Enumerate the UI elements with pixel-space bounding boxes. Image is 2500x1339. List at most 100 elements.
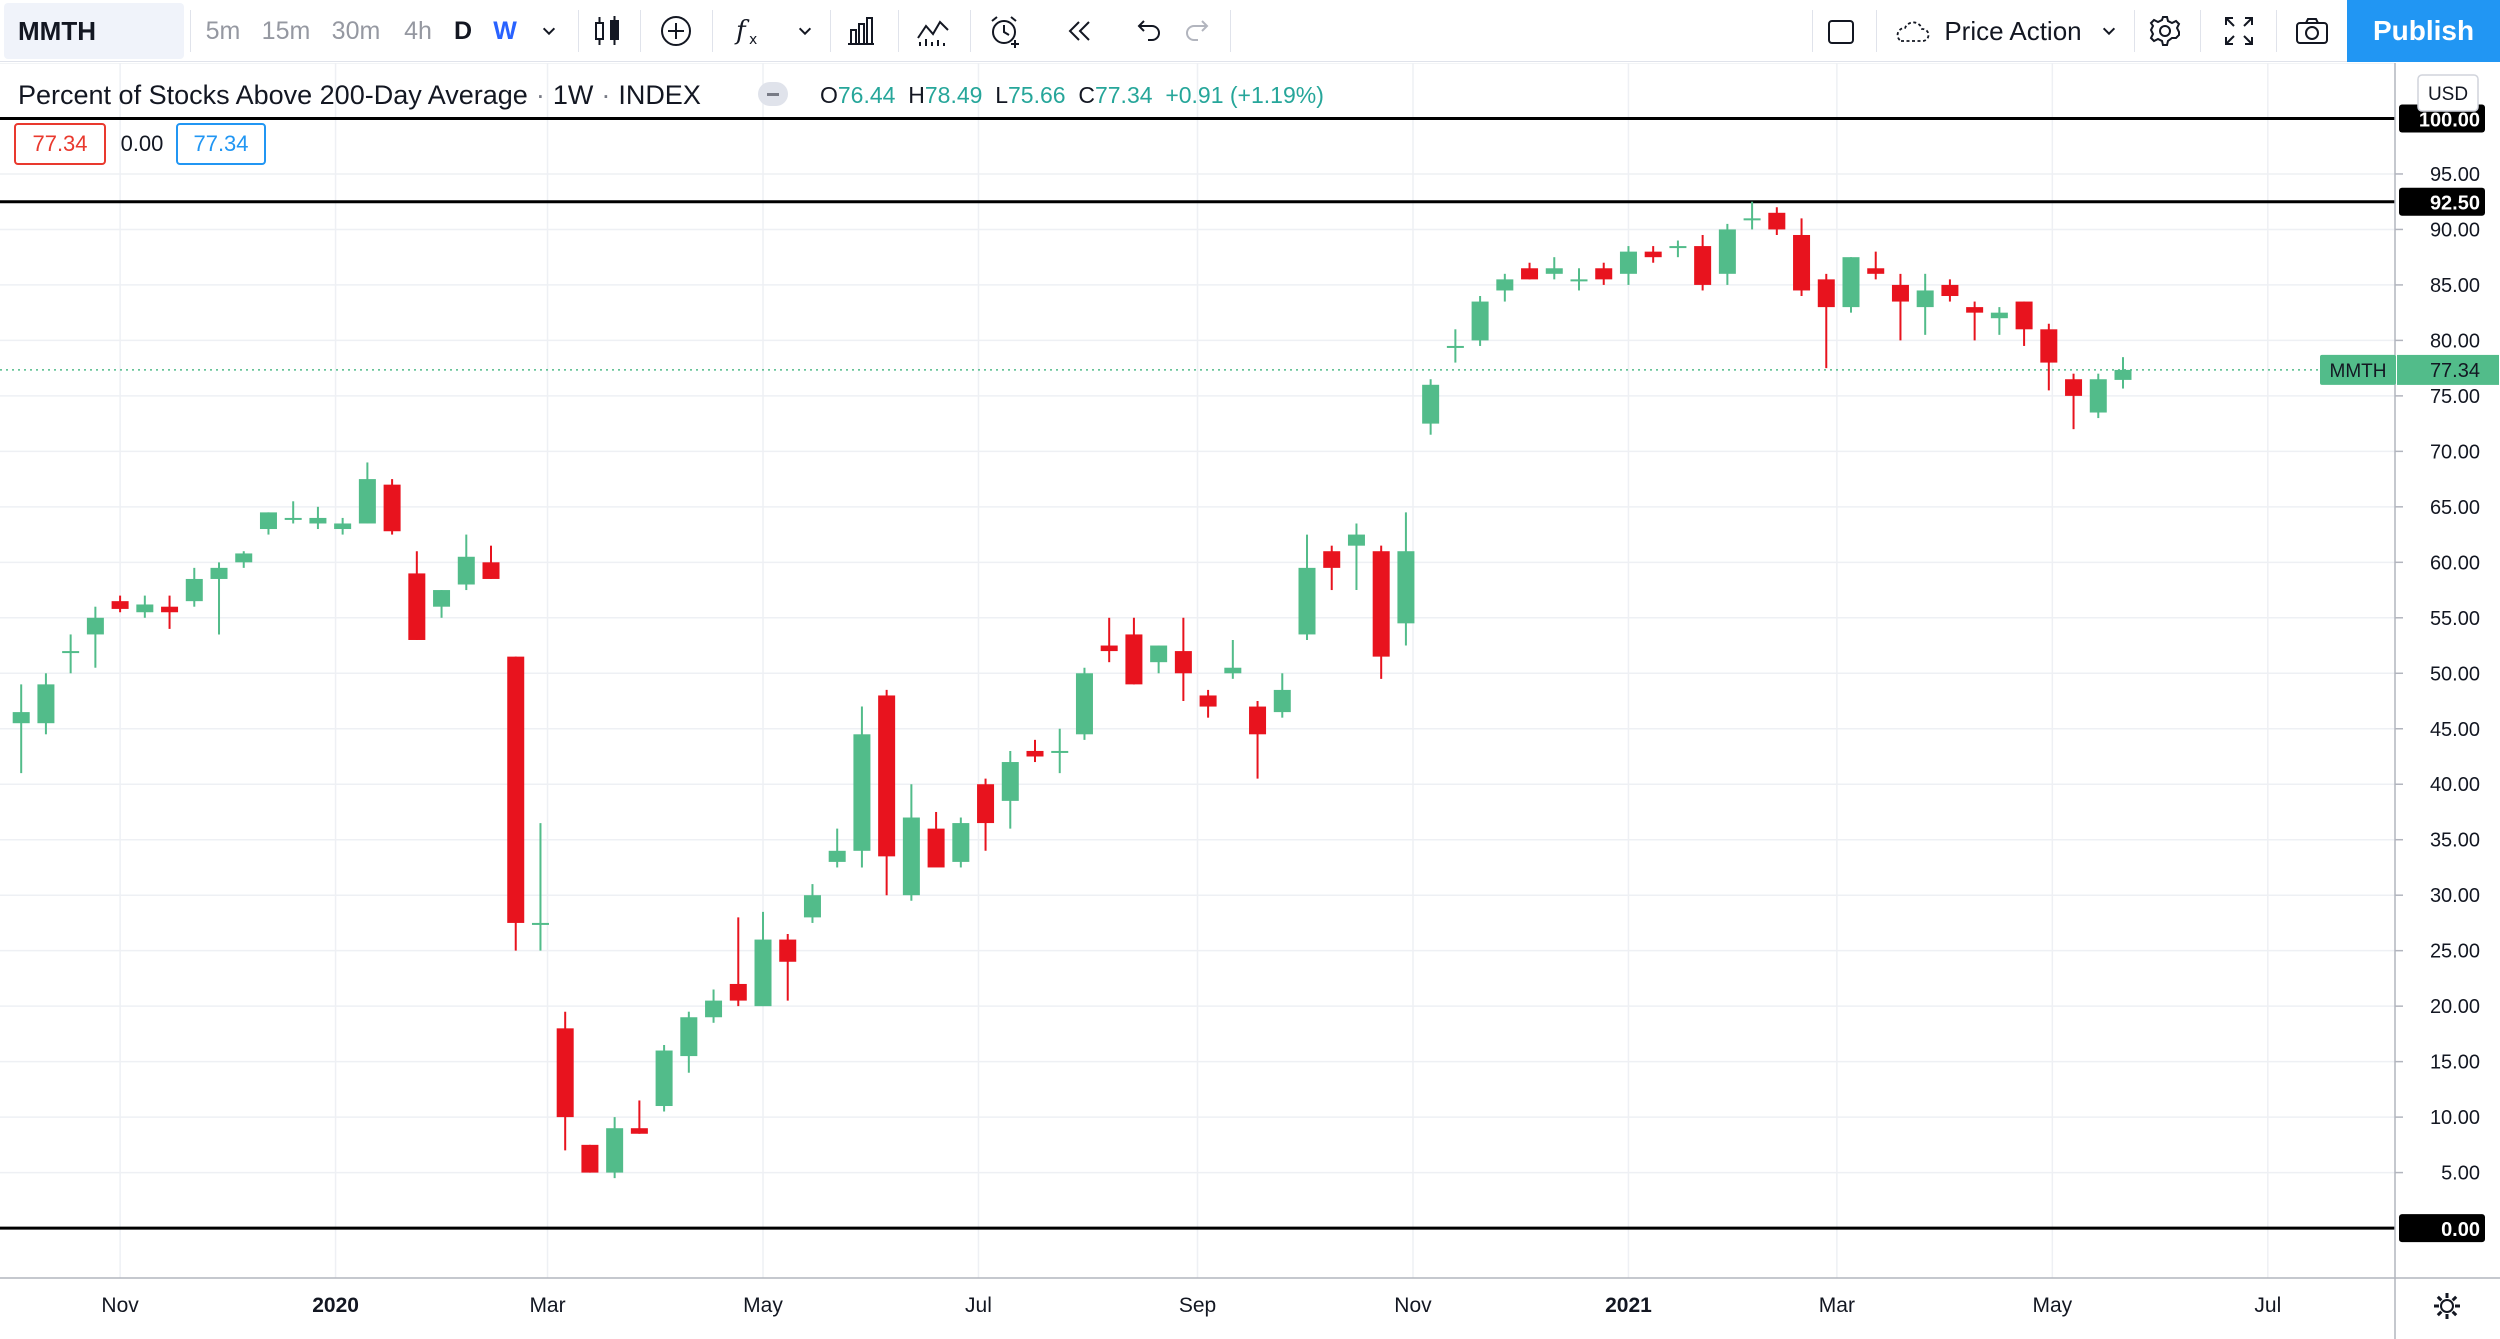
settings-icon[interactable] — [2142, 0, 2188, 62]
x-tick-label: May — [2033, 1294, 2073, 1317]
candle — [1422, 379, 1440, 435]
horizontal-lines — [0, 116, 2395, 1230]
candle-body — [1842, 257, 1860, 308]
interval-5m[interactable]: 5m — [205, 16, 241, 45]
candle — [828, 828, 846, 868]
candle — [1817, 273, 1835, 369]
chevron-down-icon[interactable] — [532, 0, 566, 62]
symbol-search[interactable]: MMTH — [4, 3, 184, 59]
candle — [927, 811, 945, 868]
add-circle-icon[interactable] — [655, 0, 697, 62]
undo-icon[interactable] — [1124, 0, 1170, 62]
change-value: +0.91 (+1.19%) — [1165, 82, 1324, 108]
candle-body — [1496, 279, 1514, 291]
candle-body — [1743, 218, 1761, 221]
candle — [1669, 240, 1687, 258]
high-label: H — [908, 82, 925, 108]
high-value: 78.49 — [924, 82, 983, 108]
value-box-open[interactable]: 77.34 — [14, 123, 106, 165]
x-tick-label: Mar — [529, 1294, 565, 1317]
chevron-down-icon[interactable] — [2092, 0, 2126, 62]
alert-icon[interactable] — [982, 0, 1028, 62]
y-tick-label: 80.00 — [2430, 330, 2480, 352]
horizontal-line-label: 0.00 — [2441, 1219, 2480, 1241]
candle-body — [1916, 290, 1934, 308]
candle — [1496, 273, 1514, 302]
interval-d[interactable]: D — [453, 16, 473, 45]
candle — [1916, 273, 1934, 335]
candle — [1694, 234, 1712, 291]
candle-body — [1372, 551, 1390, 657]
candle — [1150, 645, 1168, 674]
interval-w[interactable]: W — [493, 16, 517, 45]
candle — [1051, 728, 1069, 774]
candle-body — [1100, 645, 1118, 652]
candle — [1298, 534, 1316, 640]
candle-body — [853, 734, 871, 851]
interval-30m[interactable]: 30m — [331, 16, 381, 45]
candle-body — [1026, 750, 1044, 757]
financials-icon[interactable] — [838, 0, 884, 62]
horizontal-line-badge — [2399, 187, 2485, 216]
candle — [12, 684, 30, 774]
candle-body — [86, 617, 104, 635]
y-tick-label: 15.00 — [2430, 1052, 2480, 1074]
interval-15m[interactable]: 15m — [261, 16, 311, 45]
camera-icon[interactable] — [2286, 0, 2338, 62]
redo-icon[interactable] — [1176, 0, 1222, 62]
replay-icon[interactable] — [1056, 0, 1102, 62]
candle-body — [111, 601, 129, 609]
price-chart[interactable]: 5.00 10.00 15.00 20.00 25.00 30.00 35.00 40.00 4… — [0, 63, 2500, 1339]
chevron-down-icon[interactable] — [788, 0, 822, 62]
candle-body — [1644, 251, 1662, 258]
candles-layer — [12, 201, 2132, 1179]
y-tick-label: 65.00 — [2430, 497, 2480, 519]
candle-body — [1125, 634, 1143, 685]
layout-square-icon[interactable] — [1818, 0, 1864, 62]
candle — [1199, 689, 1217, 718]
candle — [1471, 296, 1489, 346]
candle — [556, 1011, 574, 1151]
candle-body — [136, 604, 154, 613]
candle — [62, 634, 80, 674]
candle-body — [1446, 345, 1464, 348]
chart-grid — [0, 63, 2395, 1278]
candle — [482, 545, 500, 579]
y-tick-label: 20.00 — [2430, 996, 2480, 1018]
candle-body — [1224, 667, 1242, 674]
candle — [136, 595, 154, 618]
separator — [1876, 10, 1877, 52]
fullscreen-icon[interactable] — [2216, 0, 2262, 62]
candle-body — [1669, 246, 1687, 249]
candle — [1570, 268, 1588, 291]
candle — [581, 1144, 599, 1173]
candle — [977, 778, 995, 851]
candle — [111, 595, 129, 613]
y-tick-label: 85.00 — [2430, 275, 2480, 297]
x-tick-label: Mar — [1819, 1294, 1855, 1317]
candles-icon[interactable] — [586, 0, 628, 62]
candle — [902, 784, 920, 901]
candle — [729, 917, 747, 1007]
chart-settings-icon[interactable] — [2434, 1293, 2460, 1319]
candle — [86, 606, 104, 668]
candle — [1941, 279, 1959, 302]
candle-body — [1273, 689, 1291, 713]
cloud-icon[interactable] — [1886, 0, 1938, 62]
candle-body — [507, 656, 525, 923]
candle-body — [630, 1128, 648, 1134]
candle-body — [2089, 379, 2107, 413]
hide-legend-button[interactable] — [758, 82, 788, 106]
interval-4h[interactable]: 4h — [404, 16, 432, 45]
candle — [284, 501, 302, 524]
layout-name[interactable]: Price Action — [1944, 15, 2082, 46]
compare-icon[interactable] — [910, 0, 956, 62]
publish-button[interactable]: Publish — [2347, 0, 2500, 62]
candle — [878, 689, 896, 896]
symbol-tag — [2320, 354, 2396, 385]
value-box-close[interactable]: 77.34 — [176, 123, 266, 165]
y-tick-label: 10.00 — [2430, 1107, 2480, 1129]
candle-body — [1471, 301, 1489, 341]
open-value: 76.44 — [837, 82, 896, 108]
